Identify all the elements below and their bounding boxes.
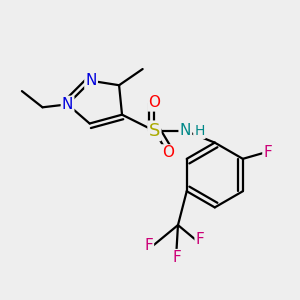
Text: F: F — [196, 232, 204, 247]
Text: F: F — [144, 238, 153, 253]
Text: N: N — [180, 123, 191, 138]
Text: H: H — [194, 124, 205, 138]
Text: O: O — [162, 146, 174, 160]
Text: F: F — [263, 146, 272, 160]
Text: N: N — [62, 97, 73, 112]
Text: S: S — [149, 122, 160, 140]
Text: F: F — [172, 250, 181, 265]
Text: O: O — [148, 95, 160, 110]
Text: N: N — [85, 73, 97, 88]
